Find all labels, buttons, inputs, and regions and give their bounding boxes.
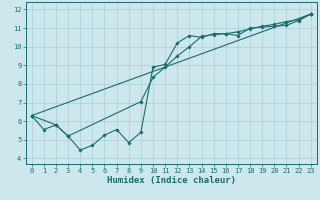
X-axis label: Humidex (Indice chaleur): Humidex (Indice chaleur) [107, 176, 236, 185]
